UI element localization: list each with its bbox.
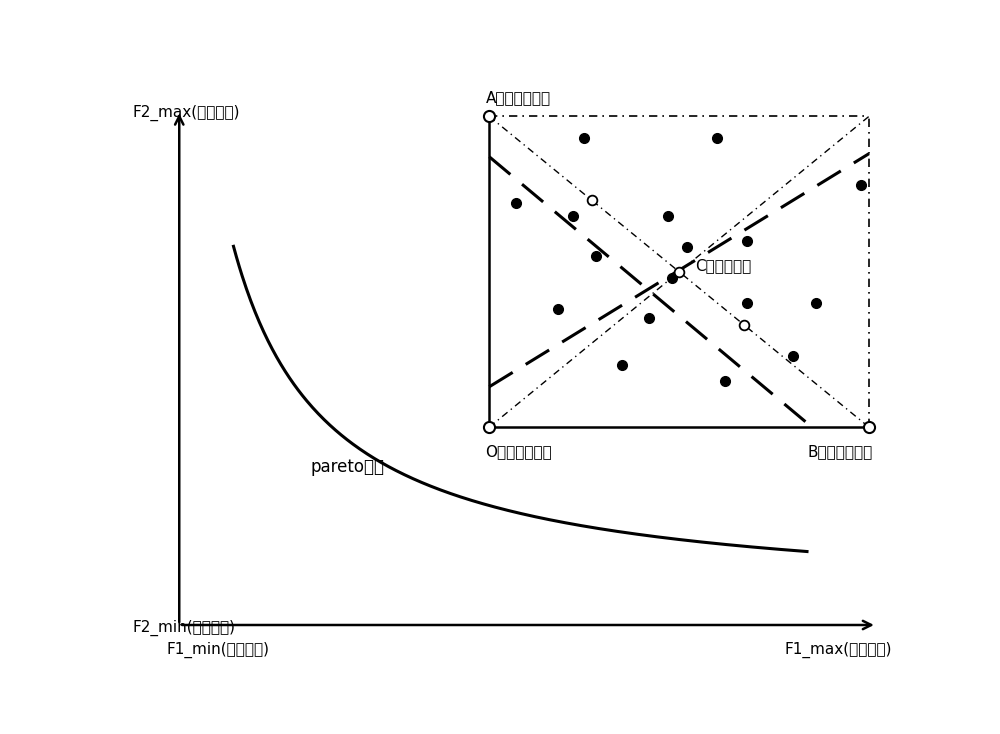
- Text: F1_max(能量效率): F1_max(能量效率): [784, 642, 892, 658]
- Text: F1_min(能量效率): F1_min(能量效率): [166, 642, 270, 658]
- Text: F2_max(负载均衡): F2_max(负载均衡): [133, 105, 240, 121]
- Text: O点（理想点）: O点（理想点）: [485, 444, 552, 459]
- Text: C点（中点）: C点（中点）: [695, 258, 751, 274]
- Text: B点（右下角）: B点（右下角）: [808, 444, 873, 459]
- Text: F2_min(负载均衡): F2_min(负载均衡): [133, 619, 236, 636]
- Text: A点（左上角）: A点（左上角）: [485, 90, 550, 105]
- Text: pareto前沿: pareto前沿: [311, 458, 385, 476]
